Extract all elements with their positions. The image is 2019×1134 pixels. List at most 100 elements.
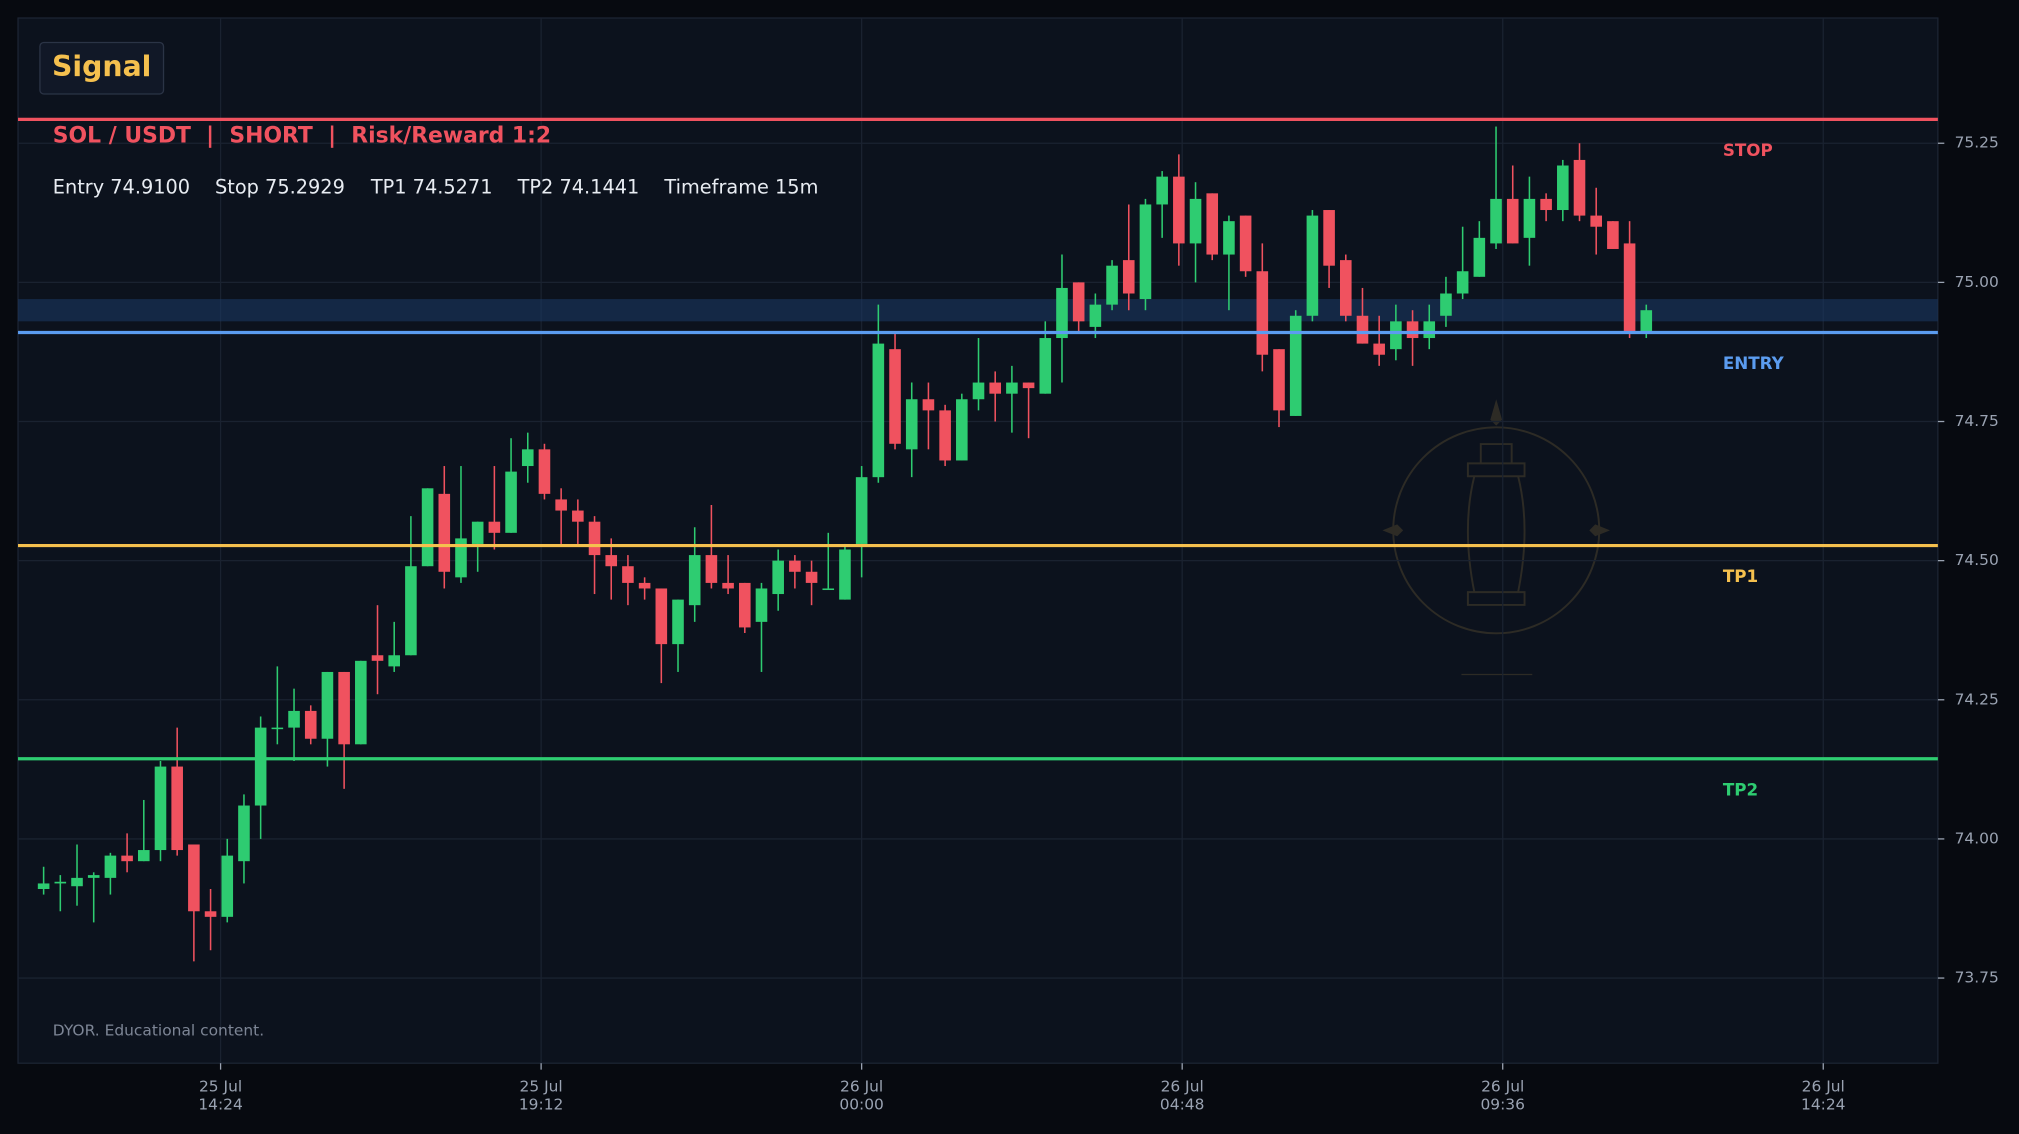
candle-body [271, 727, 284, 730]
x-tick-label-line: 26 Jul [1161, 1077, 1204, 1095]
candle-body [455, 538, 467, 578]
candle-body [371, 655, 384, 661]
candle-body [738, 582, 751, 628]
candle-body [304, 710, 317, 739]
candle-body [204, 911, 217, 917]
info-line: Entry 74.9100 Stop 75.2929 TP1 74.5271 TP2 … [53, 175, 819, 198]
x-tick-label: 25 Jul 19:12 [519, 1077, 564, 1113]
candle-body [722, 582, 734, 589]
level-label: STOP [1723, 140, 1773, 160]
x-tick-label-line: 00:00 [839, 1095, 884, 1113]
candle-body [1156, 176, 1168, 205]
y-tick-label: 74.00 [1955, 829, 1999, 847]
candle-body [505, 471, 517, 533]
candle-body [37, 883, 50, 890]
info-item: Stop 75.2929 [215, 175, 345, 198]
x-tick-label: 25 Jul 14:24 [198, 1077, 243, 1113]
candle-body [605, 555, 618, 567]
candle-body [1356, 315, 1369, 344]
y-tick-label: 74.75 [1955, 412, 1999, 430]
plot-area [17, 17, 1939, 1064]
footnote: DYOR. Educational content. [53, 1022, 264, 1040]
candle-body [1206, 193, 1219, 255]
info-item: TP2 74.1441 [517, 175, 640, 198]
candle-body [1306, 215, 1319, 316]
candle-body [655, 588, 668, 645]
candle-body [622, 566, 634, 583]
entry-zone-layer [18, 299, 1938, 322]
grid: 73.75 74.00 74.25 74.50 74.75 75.00 75.25 25 Ju… [18, 18, 1999, 1113]
candle-body [989, 382, 1001, 394]
candle-body [288, 710, 300, 728]
candle-body [121, 855, 133, 862]
candle-body [1607, 221, 1619, 249]
candle-body [54, 881, 67, 884]
badge-box [39, 41, 165, 95]
candle-body [972, 382, 985, 400]
candle-body [1039, 338, 1052, 394]
candle-body [1390, 321, 1402, 350]
candle-body [1540, 198, 1552, 211]
info-item: TP1 74.5271 [370, 175, 493, 198]
x-tick-label-line: 25 Jul [199, 1077, 242, 1095]
candle-body [438, 493, 451, 572]
candle-body [1423, 321, 1436, 339]
candle-body [755, 588, 768, 622]
candle-body [1122, 260, 1135, 294]
candle-body [1323, 210, 1335, 266]
level-label: TP2 [1723, 779, 1758, 799]
candle-body [254, 727, 267, 806]
candle-body [1006, 382, 1018, 394]
x-tick-label: 26 Jul 14:24 [1801, 1077, 1846, 1113]
candle-body [154, 766, 167, 851]
candle-body [388, 655, 401, 667]
candle-body [1239, 215, 1252, 272]
x-tick-label-line: 25 Jul [520, 1077, 563, 1095]
level-label: ENTRY [1723, 353, 1785, 373]
candle-body [1339, 260, 1352, 316]
x-tick-label-line: 26 Jul [1481, 1077, 1524, 1095]
candle-body [1072, 282, 1085, 322]
x-tick-label-line: 19:12 [519, 1095, 564, 1113]
x-tick-label-line: 26 Jul [840, 1077, 883, 1095]
candle-body [822, 588, 835, 591]
candle-body [805, 571, 818, 583]
candle-body [405, 566, 417, 656]
candle-body [137, 850, 150, 862]
candle-body [872, 343, 885, 478]
candle-body [555, 499, 567, 511]
candle-body [672, 599, 684, 645]
candle-body [688, 555, 701, 606]
candle-body [572, 510, 584, 522]
candle-body [238, 805, 250, 862]
candle-body [772, 560, 784, 595]
candle-body [221, 855, 234, 917]
candle-body [922, 399, 935, 411]
x-tick-label-line: 26 Jul [1802, 1077, 1845, 1095]
candle-body [956, 399, 968, 461]
candle-body [471, 521, 484, 544]
candle-body [488, 521, 501, 533]
candle-body [1590, 215, 1602, 227]
candle-body [188, 844, 200, 912]
candle-body [638, 582, 651, 589]
y-tick-label: 74.25 [1955, 690, 1999, 708]
candle-body [1139, 204, 1152, 300]
x-tick-label-line: 14:24 [198, 1095, 243, 1113]
candle-body [1106, 265, 1118, 305]
x-tick-label-line: 09:36 [1480, 1095, 1525, 1113]
candle-body [1256, 271, 1269, 355]
candle-body [839, 549, 851, 600]
candle-body [939, 410, 951, 461]
candle-body [1223, 221, 1235, 255]
y-tick-label: 75.00 [1955, 273, 1999, 291]
candle-body [1089, 304, 1102, 327]
candle-body [1406, 321, 1419, 339]
candle-body [1189, 198, 1202, 244]
candle-body [71, 877, 83, 887]
candle-body [1623, 243, 1636, 333]
candle-body [171, 766, 183, 851]
candle-body [421, 488, 434, 567]
candle-body [355, 660, 367, 745]
